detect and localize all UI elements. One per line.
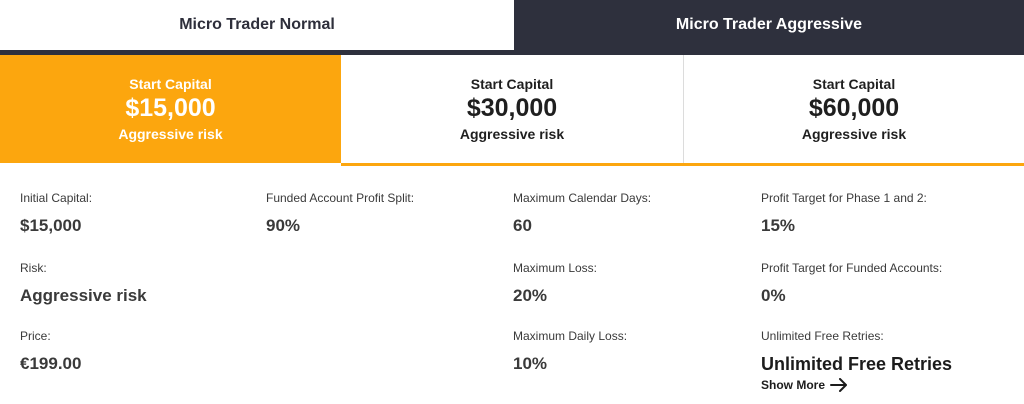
- capital-options: Start Capital $15,000 Aggressive risk St…: [0, 55, 1024, 163]
- risk-field: Risk: Aggressive risk: [20, 260, 147, 307]
- field-value: 60: [513, 216, 532, 235]
- field-label: Unlimited Free Retries:: [761, 329, 884, 343]
- show-more-link[interactable]: Show More: [761, 378, 848, 392]
- field-value: €199.00: [20, 354, 82, 373]
- plan-option-15000[interactable]: Start Capital $15,000 Aggressive risk: [0, 55, 341, 163]
- plan-option-30000[interactable]: Start Capital $30,000 Aggressive risk: [341, 55, 684, 163]
- field-label: Profit Target for Phase 1 and 2:: [761, 191, 927, 205]
- plan-details: Initial Capital: $15,000 Risk: Aggressiv…: [0, 166, 1024, 404]
- plans-underline: [341, 163, 1024, 166]
- field-value: Unlimited Free Retries: [761, 354, 953, 374]
- plan-risk: Aggressive risk: [459, 125, 565, 142]
- plan-label: Start Capital: [812, 75, 896, 92]
- plan-option-60000[interactable]: Start Capital $60,000 Aggressive risk: [684, 55, 1024, 163]
- field-label: Profit Target for Funded Accounts:: [761, 261, 943, 275]
- price-field: Price: €199.00: [20, 328, 81, 375]
- field-value: Aggressive risk: [20, 286, 147, 305]
- show-more-label: Show More: [761, 378, 826, 392]
- plan-type-tabs: Micro Trader Normal Micro Trader Aggress…: [0, 0, 1024, 50]
- field-label: Maximum Calendar Days:: [513, 191, 652, 205]
- plan-label: Start Capital: [470, 75, 554, 92]
- field-label: Funded Account Profit Split:: [266, 191, 415, 205]
- profit-split-field: Funded Account Profit Split: 90%: [266, 190, 414, 237]
- field-value: 15%: [761, 216, 796, 235]
- plan-amount: $30,000: [466, 93, 558, 122]
- field-value: 20%: [513, 286, 548, 305]
- field-label: Maximum Daily Loss:: [513, 329, 628, 343]
- tab-micro-trader-aggressive[interactable]: Micro Trader Aggressive: [514, 0, 1024, 50]
- plan-risk: Aggressive risk: [118, 125, 223, 142]
- tab-underline: [0, 50, 1024, 55]
- field-label: Risk:: [20, 261, 47, 275]
- free-retries-field: Unlimited Free Retries: Unlimited Free R…: [761, 328, 952, 375]
- initial-capital-field: Initial Capital: $15,000: [20, 190, 92, 237]
- field-value: 10%: [513, 354, 548, 373]
- field-label: Price:: [20, 329, 51, 343]
- max-loss-field: Maximum Loss: 20%: [513, 260, 597, 307]
- field-label: Maximum Loss:: [513, 261, 598, 275]
- arrow-right-icon: [830, 378, 848, 392]
- field-value: $15,000: [20, 216, 82, 235]
- plan-risk: Aggressive risk: [801, 125, 907, 142]
- max-calendar-days-field: Maximum Calendar Days: 60: [513, 190, 651, 237]
- plan-amount: $60,000: [808, 93, 900, 122]
- profit-target-funded-field: Profit Target for Funded Accounts: 0%: [761, 260, 942, 307]
- field-value: 90%: [266, 216, 301, 235]
- plan-label: Start Capital: [129, 75, 212, 92]
- profit-target-phase-field: Profit Target for Phase 1 and 2: 15%: [761, 190, 927, 237]
- field-label: Initial Capital:: [20, 191, 93, 205]
- tab-micro-trader-normal[interactable]: Micro Trader Normal: [0, 0, 514, 50]
- max-daily-loss-field: Maximum Daily Loss: 10%: [513, 328, 627, 375]
- plan-amount: $15,000: [125, 93, 216, 122]
- field-value: 0%: [761, 286, 786, 305]
